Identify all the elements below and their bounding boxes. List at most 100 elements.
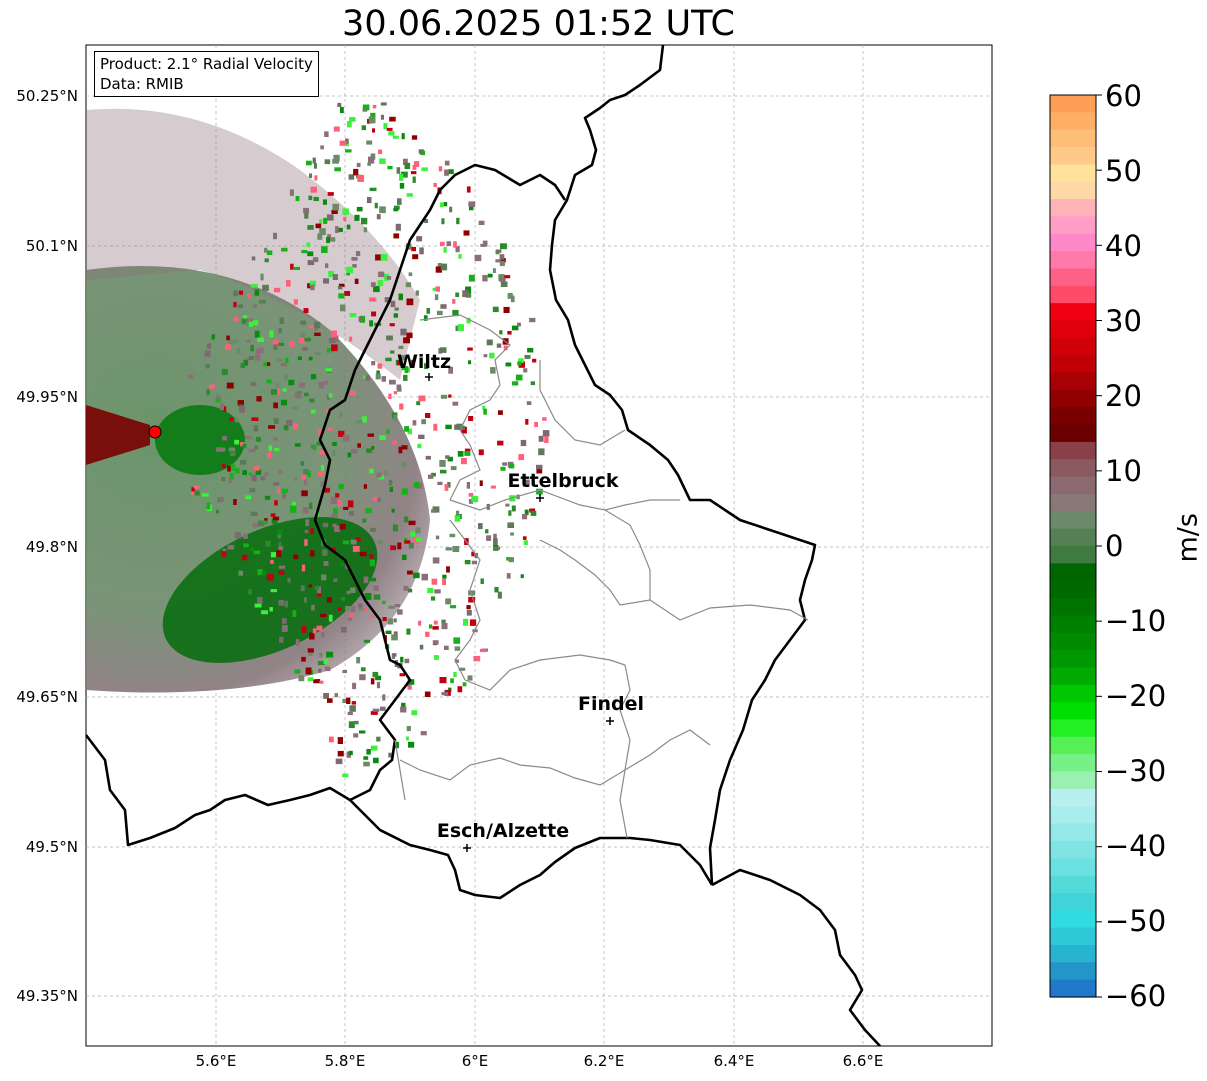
radar-speckle <box>406 628 411 635</box>
radar-speckle <box>304 392 309 397</box>
radar-speckle <box>257 520 265 527</box>
radar-speckle <box>338 283 345 287</box>
radar-speckle <box>363 761 370 767</box>
radar-speckle <box>490 485 496 489</box>
radar-speckle <box>374 202 378 209</box>
radar-speckle <box>324 159 331 165</box>
radar-speckle <box>260 476 266 481</box>
radar-speckle <box>350 539 357 545</box>
radar-speckle <box>394 307 399 311</box>
radar-speckle <box>318 668 322 673</box>
colorbar-swatch <box>1050 528 1096 547</box>
radar-speckle <box>307 648 314 653</box>
radar-speckle <box>440 263 448 271</box>
colorbar-tick-label: −30 <box>1105 754 1167 788</box>
radar-speckle <box>467 347 473 351</box>
radar-speckle <box>379 706 386 711</box>
radar-speckle <box>367 433 374 437</box>
radar-speckle <box>441 623 448 630</box>
radar-speckle <box>391 508 395 513</box>
radar-speckle <box>493 546 500 550</box>
radar-speckle <box>346 224 351 230</box>
radar-speckle <box>446 241 452 246</box>
radar-speckle <box>499 260 505 267</box>
radar-speckle <box>381 376 386 382</box>
radar-speckle <box>253 466 260 471</box>
radar-speckle <box>264 247 268 253</box>
radar-speckle <box>342 670 347 674</box>
colorbar-swatch <box>1050 424 1096 443</box>
colorbar-swatch <box>1050 441 1096 460</box>
radar-speckle <box>300 332 305 338</box>
radar-speckle <box>338 483 344 490</box>
radar-speckle <box>250 511 258 516</box>
radar-speckle <box>492 306 499 313</box>
radar-speckle <box>389 116 396 122</box>
radar-speckle <box>269 330 274 338</box>
radar-speckle <box>406 726 411 732</box>
radar-speckle <box>398 345 404 349</box>
radar-speckle <box>473 655 481 662</box>
radar-speckle <box>332 274 338 280</box>
radar-speckle <box>401 355 406 361</box>
radar-speckle <box>500 281 508 287</box>
colorbar-swatch <box>1050 927 1096 946</box>
radar-speckle <box>373 285 380 293</box>
radar-speckle <box>384 297 391 303</box>
radar-speckle <box>273 232 277 240</box>
radar-speckle <box>393 313 398 318</box>
radar-speckle <box>359 730 366 734</box>
radar-speckle <box>445 547 453 551</box>
radar-speckle <box>329 338 336 344</box>
radar-speckle <box>369 554 374 559</box>
radar-speckle <box>380 102 387 106</box>
radar-speckle <box>466 605 471 610</box>
colorbar-swatch <box>1050 285 1096 304</box>
radar-speckle <box>368 156 375 164</box>
radar-speckle <box>418 434 425 439</box>
radar-speckle <box>471 496 479 503</box>
radar-speckle <box>443 247 447 253</box>
lat-label: 49.8°N <box>25 538 78 556</box>
radar-speckle <box>408 272 413 277</box>
radar-speckle <box>255 348 260 355</box>
colorbar-swatch <box>1050 268 1096 287</box>
radar-speckle <box>319 652 323 658</box>
radar-speckle <box>348 511 355 516</box>
radar-speckle <box>510 295 515 303</box>
radar-speckle <box>332 203 339 211</box>
radar-speckle <box>538 448 545 456</box>
radar-speckle <box>306 242 311 248</box>
radar-speckle <box>255 436 261 442</box>
radar-speckle <box>338 430 345 437</box>
radar-speckle <box>524 354 531 359</box>
radar-speckle <box>338 293 345 299</box>
radar-speckle <box>286 419 293 426</box>
radar-speckle <box>346 266 354 274</box>
radar-speckle <box>458 254 462 259</box>
radar-speckle <box>335 758 343 765</box>
radar-speckle <box>424 691 431 697</box>
radar-speckle <box>332 442 337 446</box>
radar-speckle <box>389 486 393 492</box>
radar-speckle <box>303 308 309 313</box>
radar-speckle <box>316 586 321 594</box>
radar-speckle <box>480 578 484 584</box>
radar-speckle <box>455 246 460 253</box>
radar-speckle <box>309 502 313 510</box>
radar-speckle <box>425 631 430 637</box>
radar-speckle <box>295 196 300 202</box>
radar-speckle <box>264 472 269 477</box>
radar-speckle <box>397 609 403 615</box>
radar-speckle <box>498 274 505 281</box>
radar-speckle <box>254 603 262 608</box>
radar-speckle <box>335 226 339 233</box>
radar-speckle <box>437 310 443 316</box>
colorbar-swatch <box>1050 320 1096 339</box>
radar-speckle <box>502 462 508 466</box>
radar-speckle <box>277 534 282 539</box>
radar-speckle <box>320 481 325 488</box>
radar-speckle <box>349 391 356 396</box>
radar-speckle <box>377 280 384 287</box>
radar-speckle <box>440 469 447 474</box>
